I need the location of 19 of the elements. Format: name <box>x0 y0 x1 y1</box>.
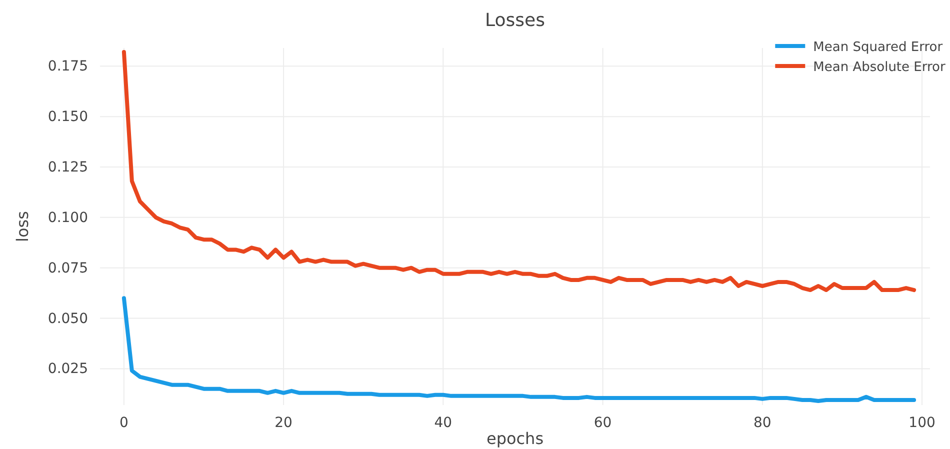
legend-label: Mean Squared Error <box>813 40 944 55</box>
x-axis-title: epochs <box>486 429 544 448</box>
y-tick-label: 0.025 <box>48 361 88 378</box>
x-tick-label: 40 <box>434 414 452 431</box>
x-tick-label: 20 <box>274 414 292 431</box>
y-axis-title: loss <box>13 211 32 242</box>
x-tick-label: 0 <box>119 414 128 431</box>
chart-title: Losses <box>485 10 545 31</box>
line-series <box>122 296 916 403</box>
y-tick-label: 0.050 <box>48 310 88 327</box>
y-tick-label: 0.075 <box>48 260 88 276</box>
y-tick-label: 0.100 <box>48 210 88 226</box>
y-tick-label: 0.150 <box>48 109 88 126</box>
legend-label: Mean Absolute Error <box>813 60 946 75</box>
x-tick-label: 80 <box>753 414 772 431</box>
x-tick-label: 100 <box>908 414 936 431</box>
y-tick-label: 0.125 <box>48 159 88 176</box>
y-tick-label: 0.175 <box>48 58 88 75</box>
x-tick-label: 60 <box>594 414 612 431</box>
